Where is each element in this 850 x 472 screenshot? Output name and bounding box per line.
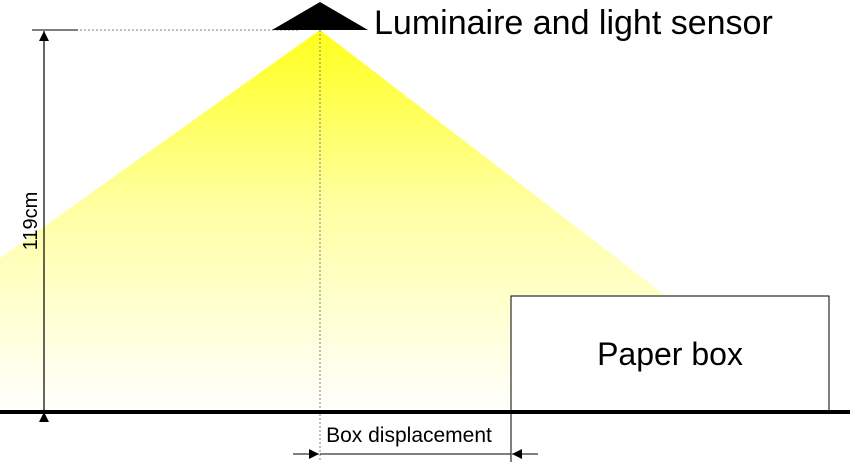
- luminaire-label: Luminaire and light sensor: [374, 4, 773, 42]
- paper-box: [510, 295, 830, 413]
- luminaire-icon: [272, 2, 368, 30]
- height-label: 119cm: [20, 192, 42, 251]
- displacement-label: Box displacement: [326, 424, 492, 447]
- paper-box-label: Paper box: [597, 336, 743, 372]
